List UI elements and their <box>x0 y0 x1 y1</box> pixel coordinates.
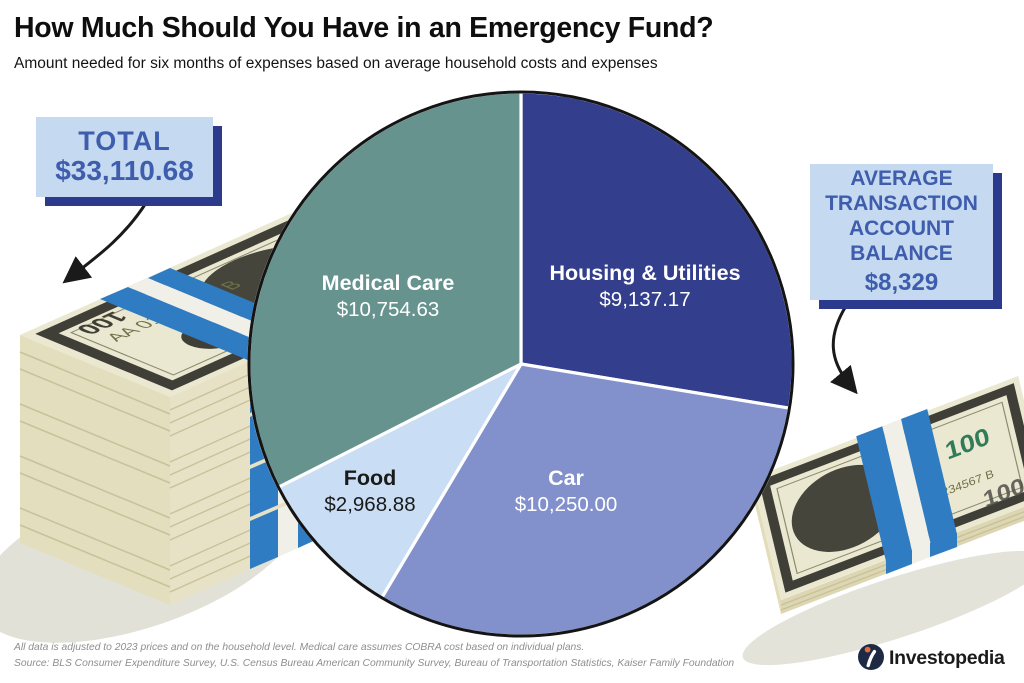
average-callout-value: $8,329 <box>864 268 939 296</box>
total-callout-arrow <box>62 202 148 284</box>
pie-outline <box>247 90 795 638</box>
page-title: How Much Should You Have in an Emergency… <box>14 12 714 44</box>
average-callout-line: BALANCE <box>850 241 953 265</box>
investopedia-logo-icon <box>858 644 884 670</box>
average-callout-line: ACCOUNT <box>849 217 954 240</box>
average-callout-arrow <box>830 305 858 395</box>
footer-note: All data is adjusted to 2023 prices and … <box>14 642 585 653</box>
total-callout-label: TOTAL <box>78 126 171 157</box>
currency-band <box>856 409 957 562</box>
right-bundle-shadow <box>742 550 1024 666</box>
total-callout-value: $33,110.68 <box>55 154 194 186</box>
footer-source: Source: BLS Consumer Expenditure Survey,… <box>14 658 735 669</box>
logo-orange-dot <box>864 646 871 653</box>
investopedia-wordmark: Investopedia <box>889 647 1005 669</box>
average-callout-box: AVERAGE TRANSACTION ACCOUNT BALANCE $8,3… <box>810 164 993 300</box>
investopedia-logo: Investopedia <box>858 644 1005 670</box>
right-money-bundle: 100 AA 01234567 B 100 <box>752 375 1024 614</box>
page-subtitle: Amount needed for six months of expenses… <box>14 55 658 72</box>
average-callout-line: AVERAGE <box>850 167 953 191</box>
hundred-dollar-bill-flat: 100 AA 01234567 B 100 <box>752 375 1024 600</box>
total-callout-box: TOTAL $33,110.68 <box>36 117 213 197</box>
average-callout-line: TRANSACTION <box>825 192 978 216</box>
